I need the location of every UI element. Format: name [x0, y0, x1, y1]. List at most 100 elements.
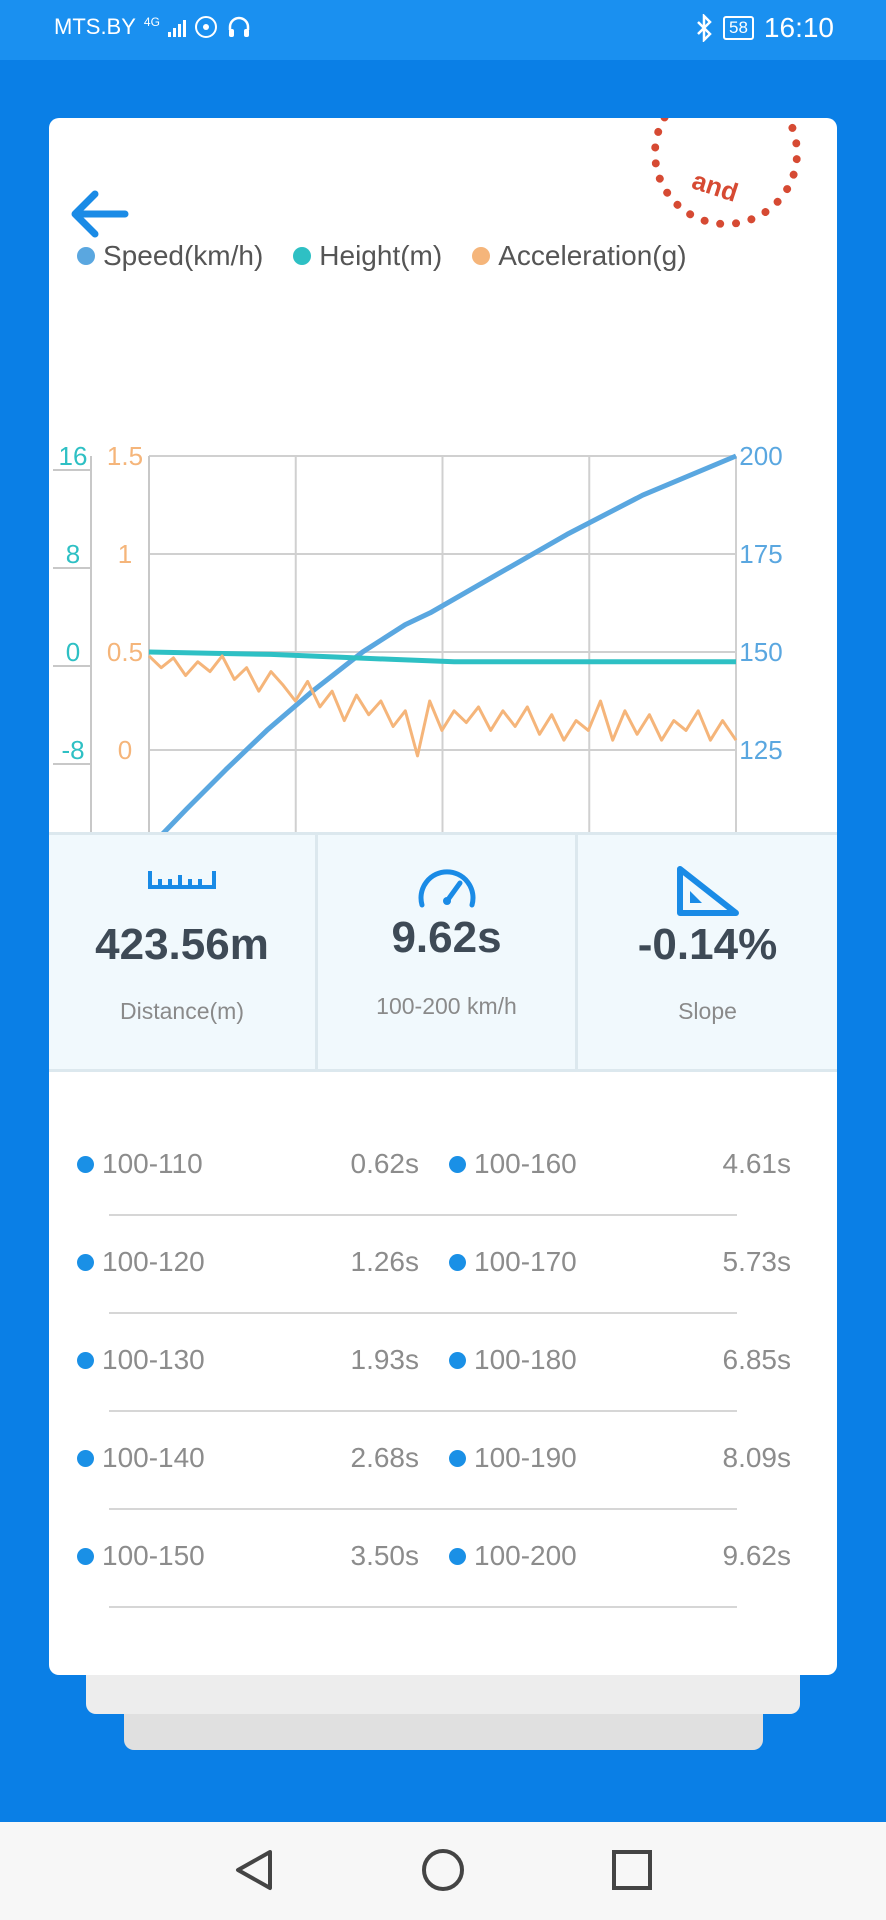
table-row: 100-120 1.26s 100-170 5.73s — [49, 1216, 837, 1314]
series-line — [148, 649, 736, 665]
recents-nav-icon[interactable] — [610, 1846, 654, 1894]
bullet-dot — [449, 1155, 466, 1173]
bullet-dot — [449, 1351, 466, 1369]
battery-icon: 58 — [723, 16, 754, 40]
slope-icon — [676, 866, 739, 916]
distance-value: 423.56m — [95, 920, 269, 969]
split-range: 100-120 — [102, 1246, 205, 1277]
splits-table: 100-110 0.62s 100-160 4.61s 100-120 1.26… — [49, 1118, 837, 1608]
split-time: 1.26s — [350, 1246, 420, 1277]
vpn-icon — [194, 16, 217, 38]
table-row: 100-110 0.62s 100-160 4.61s — [49, 1118, 837, 1216]
bullet-dot — [77, 1547, 94, 1565]
split-label: 100-120 — [77, 1246, 205, 1278]
legend-dot — [472, 247, 491, 265]
row-divider — [109, 1508, 737, 1510]
signal-icon — [167, 17, 186, 37]
stat-time: 9.62s 100-200 km/h — [315, 835, 575, 1069]
split-label: 100-160 — [449, 1148, 577, 1180]
split-label: 100-150 — [77, 1540, 205, 1572]
clock: 16:10 — [763, 12, 834, 43]
split-range: 100-160 — [474, 1148, 577, 1179]
table-row: 100-130 1.93s 100-180 6.85s — [49, 1314, 837, 1412]
result-card: and Speed(km/h) Height(m) Acceleration(g… — [49, 118, 837, 1675]
split-range: 100-170 — [474, 1246, 577, 1277]
ruler-icon — [148, 871, 216, 889]
status-left: MTS.BY 4G — [54, 14, 252, 40]
split-label: 100-180 — [449, 1344, 577, 1376]
home-nav-icon[interactable] — [420, 1846, 466, 1894]
legend-label: Height(m) — [319, 240, 443, 271]
stat-distance: 423.56m Distance(m) — [49, 835, 315, 1069]
row-divider — [109, 1606, 737, 1608]
split-label: 100-140 — [77, 1442, 205, 1474]
split-range: 100-200 — [474, 1540, 577, 1571]
split-time: 9.62s — [722, 1540, 792, 1571]
split-range: 100-140 — [102, 1442, 205, 1473]
split-time: 6.85s — [722, 1344, 792, 1375]
legend-dot — [77, 247, 95, 265]
headset-icon — [228, 16, 250, 37]
height-tick-label: 16 — [59, 441, 88, 471]
distance-label: Distance(m) — [120, 998, 244, 1024]
network-label: 4G — [143, 15, 160, 29]
bullet-dot — [449, 1253, 466, 1271]
split-label: 100-170 — [449, 1246, 577, 1278]
split-range: 100-110 — [102, 1148, 203, 1179]
height-tick-label: 8 — [66, 539, 80, 569]
bullet-dot — [77, 1253, 94, 1271]
split-time: 3.50s — [350, 1540, 420, 1571]
split-time: 4.61s — [722, 1148, 792, 1179]
legend-item-acceleration: Acceleration(g) — [472, 240, 687, 272]
navigation-bar — [0, 1822, 886, 1920]
bullet-dot — [77, 1449, 94, 1467]
split-label: 100-130 — [77, 1344, 205, 1376]
bullet-dot — [77, 1155, 94, 1173]
table-row: 100-140 2.68s 100-190 8.09s — [49, 1412, 837, 1510]
bluetooth-icon — [697, 14, 712, 42]
status-bar: MTS.BY 4G 58 16:10 — [0, 0, 886, 60]
split-label: 100-110 — [77, 1148, 203, 1180]
status-right: 58 16:10 — [695, 12, 834, 44]
split-time: 2.68s — [350, 1442, 420, 1473]
split-range: 100-180 — [474, 1344, 577, 1375]
back-button[interactable] — [67, 186, 131, 242]
bullet-dot — [449, 1547, 466, 1565]
row-divider — [109, 1214, 737, 1216]
split-time: 5.73s — [722, 1246, 792, 1277]
slope-value: -0.14% — [637, 920, 778, 969]
series-line — [147, 453, 737, 850]
split-time: 0.62s — [350, 1148, 420, 1179]
speed-tick-label: 175 — [739, 539, 782, 569]
acceleration-tick-label: 0.5 — [107, 637, 143, 667]
stamp-text: and — [688, 164, 742, 208]
split-label: 100-200 — [449, 1540, 577, 1572]
split-time: 8.09s — [722, 1442, 792, 1473]
legend-label: Acceleration(g) — [498, 240, 687, 271]
split-time: 1.93s — [350, 1344, 420, 1375]
arrow-left-icon — [71, 190, 129, 238]
speed-tick-label: 200 — [739, 441, 782, 471]
legend-item-speed: Speed(km/h) — [77, 240, 263, 272]
speedometer-icon — [418, 869, 475, 908]
split-label: 100-190 — [449, 1442, 577, 1474]
row-divider — [109, 1410, 737, 1412]
chart-legend: Speed(km/h) Height(m) Acceleration(g) — [77, 240, 687, 272]
split-range: 100-150 — [102, 1540, 205, 1571]
split-range: 100-130 — [102, 1344, 205, 1375]
height-tick-label: -8 — [61, 735, 84, 765]
acceleration-tick-label: 1.5 — [107, 441, 143, 471]
back-nav-icon[interactable] — [232, 1846, 276, 1894]
bullet-dot — [449, 1449, 466, 1467]
series-line — [147, 654, 738, 758]
bullet-dot — [77, 1351, 94, 1369]
acceleration-tick-label: 1 — [118, 539, 132, 569]
legend-label: Speed(km/h) — [103, 240, 264, 271]
row-divider — [109, 1312, 737, 1314]
acceleration-tick-label: 0 — [118, 735, 132, 765]
speed-tick-label: 125 — [739, 735, 782, 765]
speed-tick-label: 150 — [739, 637, 782, 667]
time-value: 9.62s — [391, 913, 502, 962]
height-tick-label: 0 — [66, 637, 80, 667]
